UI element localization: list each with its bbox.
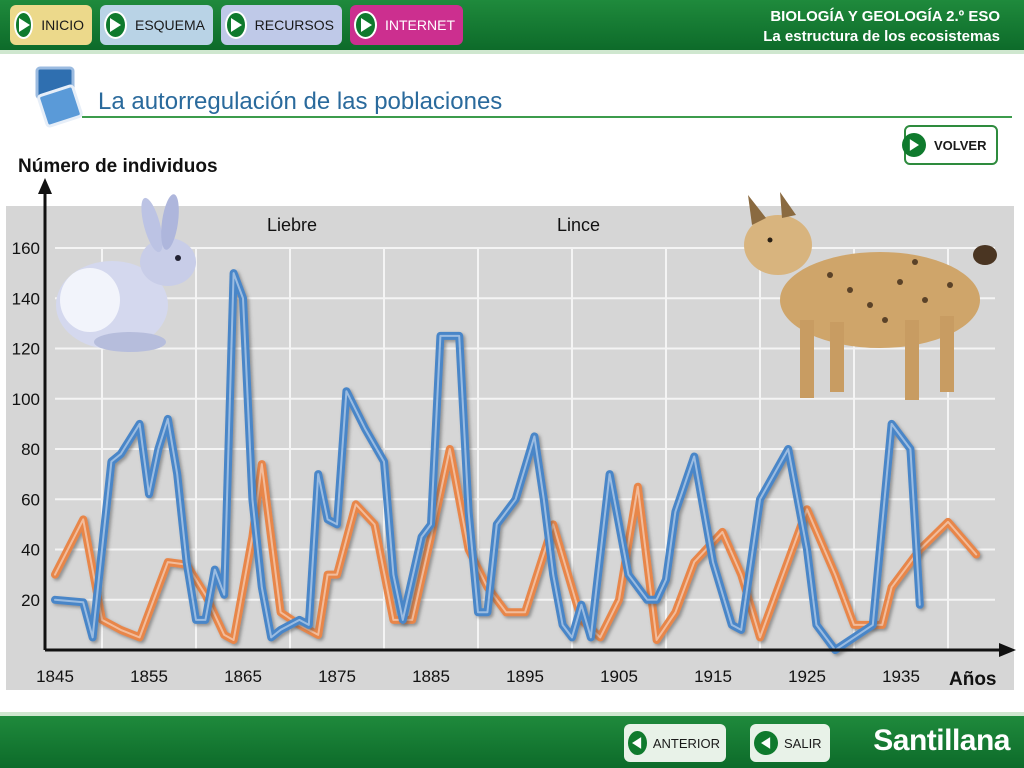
top-bar-divider — [0, 50, 1024, 54]
course-subject: BIOLOGÍA Y GEOLOGÍA 2.º ESO — [770, 8, 1000, 25]
y-axis-arrow — [38, 178, 52, 194]
chart-legend: Liebre Lince — [267, 215, 717, 235]
y-tick-label: 100 — [12, 390, 40, 409]
chart-axes — [38, 178, 1016, 657]
population-chart: 20 40 60 80 100 120 140 160 1845 1855 1865 1875 188… — [6, 156, 1016, 690]
series-liebre-highlight — [54, 448, 978, 641]
x-axis-arrow — [999, 643, 1016, 657]
y-tick-label: 80 — [21, 440, 40, 459]
play-icon — [354, 11, 377, 39]
internet-button[interactable]: INTERNET — [350, 5, 463, 45]
esquema-label: ESQUEMA — [134, 17, 205, 33]
y-tick-label: 160 — [12, 239, 40, 258]
recursos-label: RECURSOS — [254, 17, 334, 33]
y-tick-label: 60 — [21, 490, 40, 509]
x-tick-label: 1905 — [600, 667, 638, 686]
internet-label: INTERNET — [385, 17, 455, 33]
salir-button[interactable]: SALIR — [750, 724, 830, 762]
x-axis-label: Años — [949, 669, 997, 690]
salir-label: SALIR — [784, 735, 822, 751]
x-tick-label: 1935 — [882, 667, 920, 686]
bottom-bar-divider — [0, 712, 1024, 716]
volver-label: VOLVER — [934, 137, 987, 153]
y-tick-label: 40 — [21, 541, 40, 560]
y-tick-label: 140 — [12, 289, 40, 308]
header-course-info: BIOLOGÍA Y GEOLOGÍA 2.º ESO La estructur… — [763, 7, 1000, 47]
x-tick-labels: 1845 1855 1865 1875 1885 1895 1905 1915 1925 1935 — [36, 667, 920, 686]
lynx-picture — [744, 192, 997, 400]
anterior-label: ANTERIOR — [652, 735, 720, 751]
recursos-button[interactable]: RECURSOS — [221, 5, 342, 45]
inicio-button[interactable]: INICIO — [10, 5, 92, 45]
esquema-button[interactable]: ESQUEMA — [100, 5, 213, 45]
x-tick-label: 1855 — [130, 667, 168, 686]
x-tick-label: 1875 — [318, 667, 356, 686]
play-icon — [14, 11, 34, 39]
x-tick-label: 1925 — [788, 667, 826, 686]
santillana-logo: Santillana — [873, 724, 1010, 757]
play-icon — [104, 11, 127, 39]
inicio-label: INICIO — [41, 17, 84, 33]
volver-button[interactable]: VOLVER — [902, 125, 998, 165]
x-tick-label: 1865 — [224, 667, 262, 686]
series-liebre — [51, 445, 981, 644]
x-tick-label: 1845 — [36, 667, 74, 686]
x-tick-label: 1885 — [412, 667, 450, 686]
y-tick-label: 120 — [12, 340, 40, 359]
bottom-bar — [0, 716, 1024, 768]
back-arrow-icon — [754, 731, 778, 755]
y-axis-label: Número de individuos — [18, 156, 218, 177]
x-tick-label: 1895 — [506, 667, 544, 686]
anterior-button[interactable]: ANTERIOR — [624, 724, 726, 762]
slides-icon — [35, 66, 83, 128]
series-lince — [51, 269, 924, 654]
play-icon — [225, 11, 247, 39]
y-tick-labels: 20 40 60 80 100 120 140 160 — [12, 239, 40, 610]
y-tick-label: 20 — [21, 591, 40, 610]
series-lince-highlight — [54, 272, 921, 651]
chart-series — [51, 269, 981, 654]
title-divider — [82, 116, 1012, 118]
hare-picture — [56, 194, 196, 352]
legend-lince-label: Lince — [557, 215, 600, 235]
course-unit: La estructura de los ecosistemas — [763, 28, 1000, 45]
back-arrow-icon — [628, 731, 647, 755]
page-title: La autorregulación de las poblaciones — [98, 88, 503, 115]
x-tick-label: 1915 — [694, 667, 732, 686]
legend-liebre-label: Liebre — [267, 215, 317, 235]
play-icon — [902, 133, 926, 157]
